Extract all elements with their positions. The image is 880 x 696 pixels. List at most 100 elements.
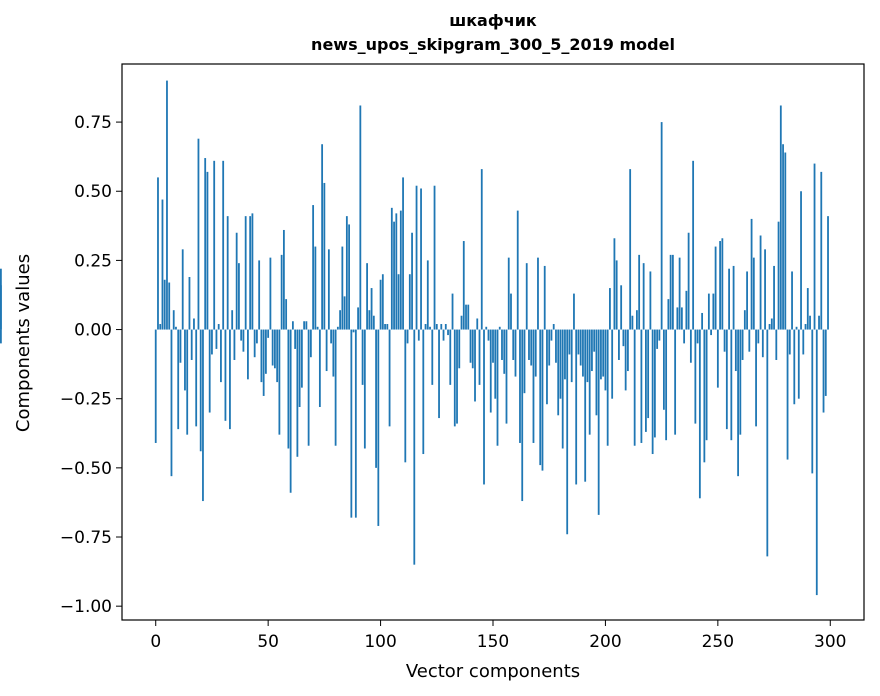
bar: [287, 329, 290, 449]
bar: [352, 329, 355, 333]
bar: [813, 163, 816, 330]
bar: [739, 329, 742, 435]
bar: [462, 241, 465, 330]
bar: [469, 329, 472, 363]
x-tick-label: 250: [702, 632, 734, 652]
x-tick-label: 50: [257, 632, 279, 652]
bar: [737, 329, 739, 477]
bar: [503, 329, 506, 374]
bar: [723, 329, 726, 352]
y-tick-label: −0.75: [60, 528, 112, 548]
bar: [330, 329, 333, 344]
bar: [665, 329, 668, 441]
bar: [734, 329, 737, 372]
bar: [764, 249, 766, 330]
bar: [363, 329, 366, 449]
bar: [521, 329, 524, 502]
bar: [238, 263, 240, 330]
bar: [449, 329, 452, 385]
bar: [208, 329, 211, 413]
bar: [318, 329, 321, 407]
bar: [163, 279, 166, 330]
bar: [206, 171, 209, 330]
bar: [543, 265, 546, 330]
bar: [719, 241, 721, 330]
bar: [678, 257, 681, 330]
bar: [584, 329, 587, 482]
bar: [725, 329, 728, 430]
bar: [170, 329, 173, 477]
bar: [471, 329, 474, 369]
bar: [797, 329, 800, 399]
bar: [217, 324, 220, 330]
bar: [300, 329, 303, 388]
bar: [323, 182, 326, 330]
bar: [179, 329, 182, 363]
bar: [379, 279, 382, 330]
bar: [530, 329, 533, 366]
bar: [222, 160, 225, 330]
y-tick-label: 0.75: [74, 113, 112, 133]
bar: [444, 324, 447, 330]
bar: [0, 329, 2, 344]
bar: [546, 329, 548, 405]
bar: [332, 329, 335, 377]
bar: [197, 138, 200, 330]
bar: [233, 329, 236, 360]
bar: [629, 169, 632, 330]
bar: [761, 329, 764, 358]
bar: [229, 329, 231, 430]
bar: [591, 329, 593, 372]
bar: [595, 329, 598, 416]
bar: [242, 329, 245, 352]
bar: [370, 288, 373, 330]
bar: [494, 329, 497, 399]
bar: [674, 329, 677, 435]
bar: [402, 177, 404, 330]
bar: [633, 329, 636, 446]
bar: [325, 329, 328, 372]
bar: [388, 329, 391, 427]
bar: [399, 210, 402, 330]
bar: [820, 171, 823, 330]
bar: [557, 329, 560, 416]
bar: [712, 293, 715, 330]
bar: [386, 324, 389, 330]
bar: [303, 321, 306, 330]
bar: [408, 274, 411, 330]
bar: [190, 329, 193, 360]
bar: [384, 324, 386, 330]
bar: [483, 329, 485, 485]
bar: [822, 329, 825, 413]
bar: [793, 329, 796, 405]
x-tick-label: 300: [814, 632, 846, 652]
bar: [395, 213, 398, 330]
bar: [528, 329, 530, 360]
bar: [226, 216, 229, 330]
bar: [411, 232, 413, 330]
bar: [696, 329, 699, 344]
bar: [404, 329, 407, 463]
bar: [586, 329, 589, 383]
bar: [750, 218, 753, 330]
y-tick-label: −1.00: [60, 597, 112, 617]
bar: [516, 210, 519, 330]
bar: [507, 257, 510, 330]
bar: [550, 329, 553, 341]
bar: [312, 205, 315, 330]
bar: [707, 293, 710, 330]
bar: [671, 254, 674, 330]
bar: [804, 324, 807, 330]
bar: [316, 326, 319, 330]
bar: [730, 329, 733, 441]
bar: [426, 260, 429, 330]
bar: [429, 326, 431, 330]
bar: [204, 158, 207, 330]
bar: [253, 329, 256, 358]
y-tick-label: −0.25: [60, 390, 112, 410]
x-tick-label: 0: [150, 632, 161, 652]
bar: [177, 329, 180, 430]
bar: [689, 329, 692, 363]
bar: [282, 229, 285, 330]
bar: [487, 329, 490, 341]
